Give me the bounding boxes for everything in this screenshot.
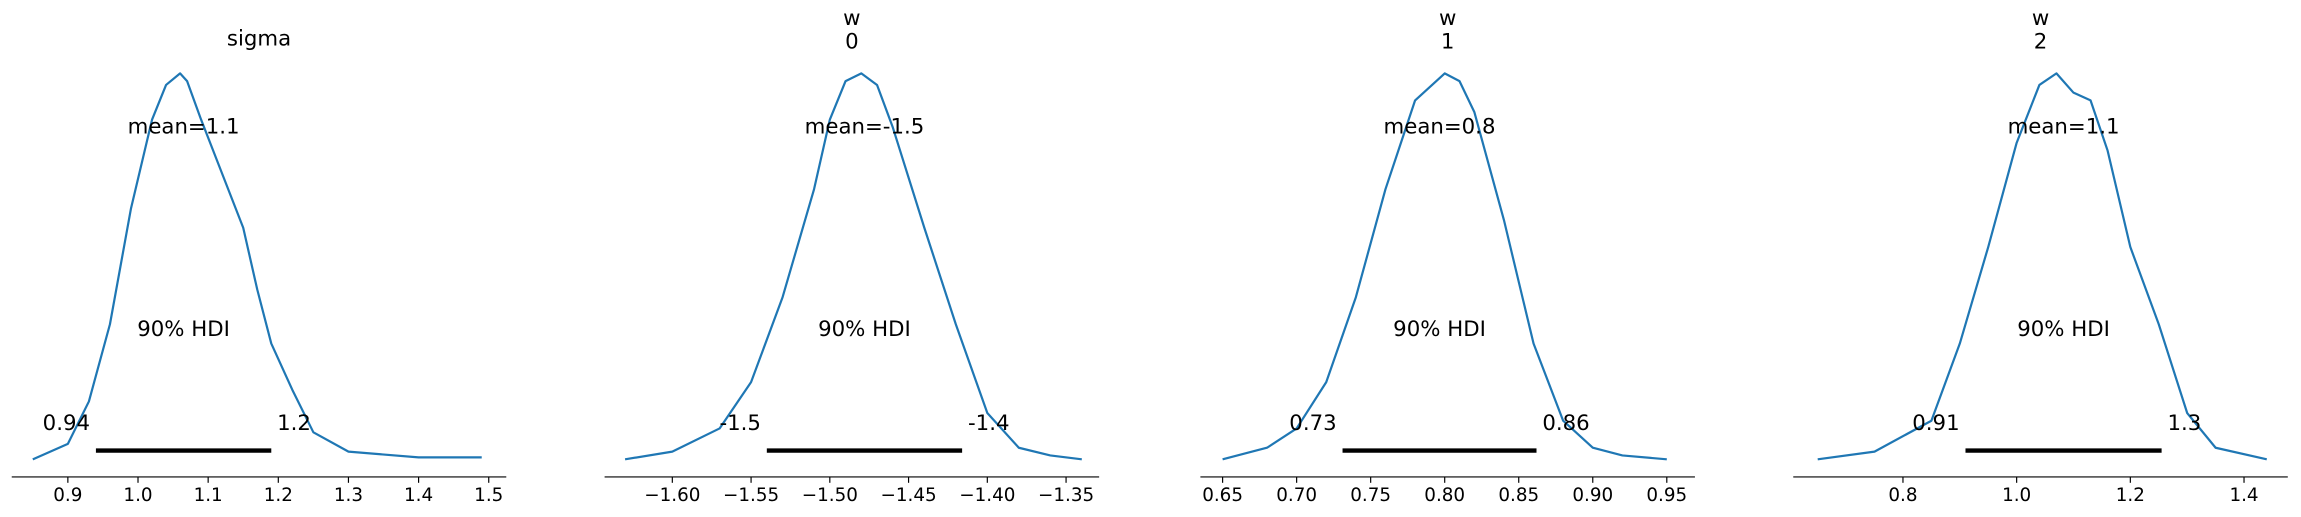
chart-subtitle: 2 [2034, 30, 2048, 55]
x-tick-label: 1.4 [404, 485, 433, 506]
hdi-label: 90% HDI [818, 317, 911, 342]
x-tick-label: 1.5 [474, 485, 503, 506]
density-curve [32, 72, 482, 461]
chart-title: w [843, 6, 860, 31]
hdi-label: 90% HDI [137, 317, 230, 342]
x-tick-label: 1.2 [264, 485, 293, 506]
hdi-low-label: -1.5 [719, 411, 761, 436]
density-curve [624, 72, 1082, 461]
x-tick-label: 0.80 [1424, 485, 1465, 506]
x-tick-label: 1.0 [123, 485, 152, 506]
x-tick-label: 0.8 [1888, 485, 1917, 506]
x-tick-label: 0.70 [1276, 485, 1317, 506]
x-tick-label: 0.9 [53, 485, 82, 506]
chart-title: sigma [227, 27, 291, 52]
x-tick-label: −1.35 [1038, 485, 1094, 506]
x-tick-label: 1.1 [194, 485, 223, 506]
x-tick-label: −1.45 [880, 485, 936, 506]
density-curve [1222, 72, 1667, 461]
chart-title: w [1439, 6, 1456, 31]
x-tick-label: 1.2 [2116, 485, 2145, 506]
x-tick-label: −1.50 [802, 485, 858, 506]
x-tick-label: 0.90 [1572, 485, 1613, 506]
mean-label: mean=1.1 [2008, 115, 2120, 140]
hdi-label: 90% HDI [2017, 317, 2110, 342]
x-tick-label: 1.3 [334, 485, 363, 506]
x-tick-label: 0.65 [1202, 485, 1243, 506]
mean-label: mean=-1.5 [805, 115, 925, 140]
hdi-high-label: -1.4 [968, 411, 1010, 436]
hdi-low-label: 0.94 [43, 411, 90, 436]
hdi-label: 90% HDI [1393, 317, 1486, 342]
x-tick-label: −1.60 [644, 485, 700, 506]
mean-label: mean=0.8 [1384, 115, 1496, 140]
x-tick-label: −1.55 [723, 485, 779, 506]
mean-label: mean=1.1 [128, 115, 240, 140]
x-tick-label: 0.95 [1646, 485, 1687, 506]
hdi-high-label: 1.2 [277, 411, 311, 436]
hdi-high-label: 0.86 [1542, 411, 1589, 436]
hdi-high-label: 1.3 [2167, 411, 2201, 436]
x-tick-label: 0.85 [1498, 485, 1539, 506]
chart-subtitle: 1 [1441, 30, 1455, 55]
x-tick-label: 1.4 [2229, 485, 2258, 506]
chart-title: w [2032, 6, 2049, 31]
density-curve [1817, 72, 2268, 461]
x-tick-label: −1.40 [959, 485, 1015, 506]
x-tick-label: 1.0 [2002, 485, 2031, 506]
x-tick-label: 0.75 [1350, 485, 1391, 506]
hdi-low-label: 0.91 [1912, 411, 1959, 436]
hdi-low-label: 0.73 [1289, 411, 1336, 436]
chart-subtitle: 0 [845, 30, 859, 55]
